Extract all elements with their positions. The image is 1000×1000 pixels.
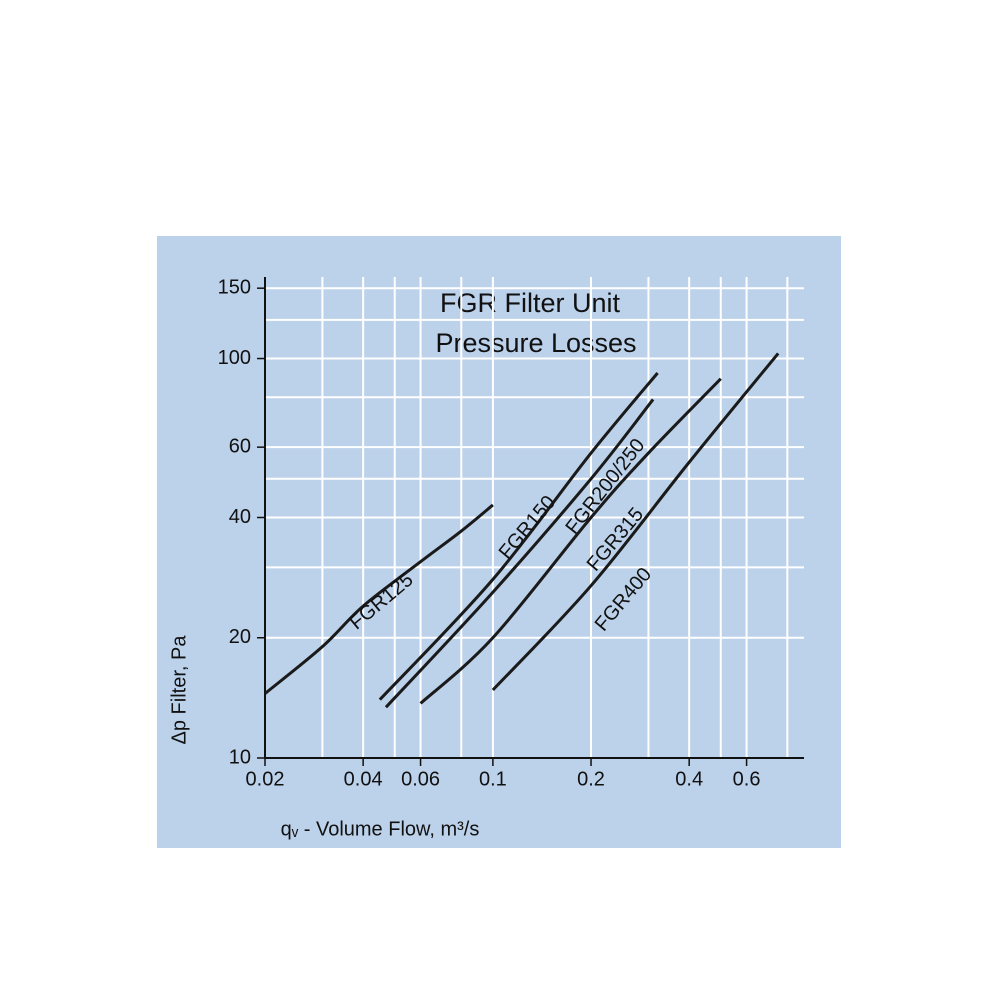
series-line <box>384 398 655 709</box>
panel <box>157 236 841 848</box>
y-tick-label: 10 <box>229 746 251 768</box>
series-line <box>491 352 780 692</box>
y-tick-label: 60 <box>229 435 251 457</box>
x-tick-label: 0.2 <box>577 768 605 790</box>
y-tick-label: 40 <box>229 506 251 528</box>
x-tick-label: 0.6 <box>733 768 761 790</box>
x-tick-label: 0.06 <box>401 768 440 790</box>
y-tick-label: 150 <box>218 276 251 298</box>
x-tick-label: 0.1 <box>479 768 507 790</box>
series-line <box>419 377 722 705</box>
x-axis-label: qᵥ - Volume Flow, m³/s <box>281 818 480 840</box>
y-tick-label: 20 <box>229 626 251 648</box>
y-tick-label: 100 <box>218 347 251 369</box>
y-axis-label: Δp Filter, Pa <box>168 635 190 745</box>
chart-title: FGR Filter Unit <box>440 288 621 318</box>
chart-title: Pressure Losses <box>435 328 636 358</box>
x-tick-label: 0.4 <box>675 768 703 790</box>
series-line <box>264 503 494 695</box>
series-line <box>378 372 659 701</box>
x-tick-label: 0.02 <box>246 768 285 790</box>
x-tick-label: 0.04 <box>344 768 383 790</box>
